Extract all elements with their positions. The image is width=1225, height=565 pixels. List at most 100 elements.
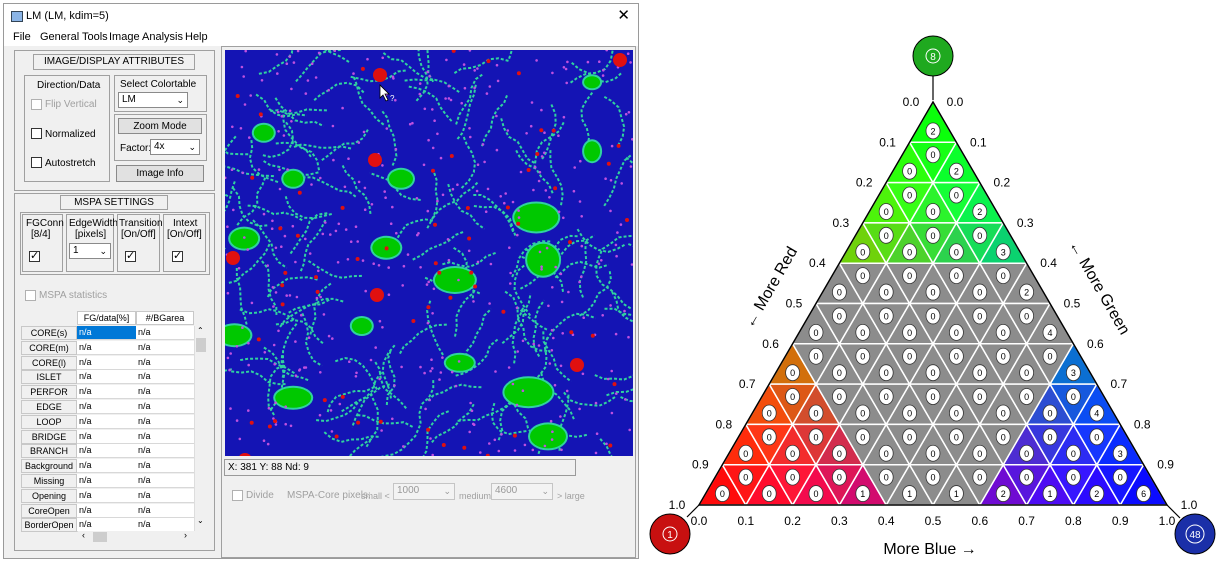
map-dot [441, 193, 445, 197]
fg-data-cell[interactable]: n/a [77, 400, 136, 414]
map-dot [559, 364, 563, 368]
cell-count-label: 0 [790, 473, 795, 483]
bg-area-cell[interactable]: n/a [136, 370, 194, 385]
bg-area-cell[interactable]: n/a [136, 474, 194, 488]
cell-count-marker [761, 404, 777, 422]
map-dot [383, 190, 386, 193]
map-dot [525, 132, 528, 135]
left-axis-tick: 0.7 [739, 377, 756, 391]
map-dot [581, 372, 585, 376]
bg-area-cell[interactable]: n/a [136, 488, 194, 503]
map-dot [610, 411, 614, 415]
map-dot [432, 287, 436, 291]
cell-count-label: 2 [1094, 489, 1099, 499]
triangle-outline [697, 100, 1169, 506]
map-strand [603, 153, 633, 207]
factor-select[interactable]: 4x ⌄ [150, 139, 200, 155]
map-dot [426, 321, 430, 325]
divide-checkbox[interactable] [232, 490, 243, 501]
autostretch-checkbox[interactable] [31, 157, 42, 168]
map-dot [489, 262, 493, 266]
fg-data-cell[interactable]: n/a [77, 444, 136, 459]
map-dot [247, 409, 250, 412]
menu-general-tools[interactable]: General Tools [40, 31, 108, 43]
medium-threshold-select[interactable]: 4600 ⌄ [491, 483, 553, 500]
bg-area-cell[interactable]: n/a [136, 340, 194, 355]
bg-area-cell[interactable]: n/a [136, 414, 194, 429]
intext-checkbox[interactable] [172, 249, 183, 262]
map-dot [457, 360, 461, 363]
fg-data-cell[interactable]: n/a [77, 459, 136, 474]
colortable-select[interactable]: LM ⌄ [118, 92, 188, 108]
map-dot [476, 67, 479, 70]
map-strand [545, 312, 596, 341]
zoom-mode-button[interactable]: Zoom Mode [118, 118, 202, 134]
row-label: CORE(l) [21, 355, 77, 370]
edgewidth-select[interactable]: 1 ⌄ [69, 243, 111, 259]
bg-area-cell[interactable]: n/a [136, 355, 194, 370]
bg-area-cell[interactable]: n/a [136, 385, 194, 400]
fg-data-cell[interactable]: n/a [77, 326, 136, 340]
hscrollbar-thumb[interactable] [93, 532, 107, 542]
mspa-statistics-checkbox[interactable] [25, 290, 36, 301]
fg-data-cell[interactable]: n/a [77, 385, 136, 400]
fg-data-cell[interactable]: n/a [77, 429, 136, 444]
map-dot [377, 264, 381, 267]
map-red-dot [553, 186, 558, 191]
scroll-down-icon[interactable]: ⌄ [197, 516, 204, 525]
map-dot [493, 438, 497, 442]
bg-area-cell[interactable]: n/a [136, 444, 194, 459]
map-dot [295, 295, 299, 299]
flip-vertical-checkbox[interactable] [31, 99, 42, 110]
scroll-right-icon[interactable]: › [184, 530, 187, 540]
transition-checkbox[interactable] [125, 249, 136, 262]
cell-count-label: 1 [954, 489, 959, 499]
map-dot [260, 79, 264, 82]
cell-count-marker [855, 428, 871, 446]
mspa-image-map[interactable]: ? [225, 50, 633, 456]
map-dot [288, 109, 292, 113]
map-red-dot [360, 66, 365, 71]
table-vertical-scrollbar[interactable]: ⌃ ⌄ [194, 326, 207, 531]
scrollbar-thumb[interactable] [196, 338, 206, 352]
bg-area-cell[interactable]: n/a [136, 429, 194, 444]
map-core-blob [504, 378, 553, 407]
fg-data-cell[interactable]: n/a [77, 488, 136, 503]
map-dot [631, 138, 633, 141]
fg-data-cell[interactable]: n/a [77, 355, 136, 370]
close-icon[interactable]: ✕ [617, 7, 630, 24]
left-corner-badge [649, 513, 691, 555]
small-threshold-select[interactable]: 1000 ⌄ [393, 483, 455, 500]
normalized-checkbox[interactable] [31, 128, 42, 139]
left-axis-tick: 0.0 [903, 95, 920, 109]
map-dot [239, 127, 243, 130]
cell-count-marker [855, 243, 871, 261]
scroll-left-icon[interactable]: ‹ [82, 530, 85, 540]
bg-area-cell[interactable]: n/a [136, 459, 194, 474]
map-dot [578, 200, 582, 203]
fg-data-cell[interactable]: n/a [77, 370, 136, 385]
fg-data-cell[interactable]: n/a [77, 474, 136, 488]
map-strand [429, 403, 475, 445]
map-dot [381, 56, 384, 60]
map-dot [580, 215, 583, 218]
fgconn-checkbox[interactable] [29, 249, 40, 262]
image-info-button[interactable]: Image Info [116, 165, 204, 182]
table-horizontal-scrollbar[interactable]: ‹ › [78, 530, 194, 543]
scroll-up-icon[interactable]: ⌃ [197, 326, 204, 335]
fg-data-cell[interactable]: n/a [77, 414, 136, 429]
menu-image-analysis[interactable]: Image Analysis [109, 31, 183, 43]
fg-data-cell[interactable]: n/a [77, 503, 136, 518]
bg-area-cell[interactable]: n/a [136, 503, 194, 518]
bg-area-cell[interactable]: n/a [136, 326, 194, 340]
fgconn-group [22, 214, 63, 272]
fg-data-cell[interactable]: n/a [77, 340, 136, 355]
map-red-dot [340, 205, 345, 210]
menu-file[interactable]: File [13, 31, 31, 43]
cell-count-marker [715, 485, 730, 502]
map-dot [372, 262, 375, 265]
bg-area-cell[interactable]: n/a [136, 400, 194, 414]
menu-help[interactable]: Help [185, 31, 208, 43]
map-strand [225, 135, 237, 152]
medium-threshold-value: 4600 [495, 485, 518, 496]
